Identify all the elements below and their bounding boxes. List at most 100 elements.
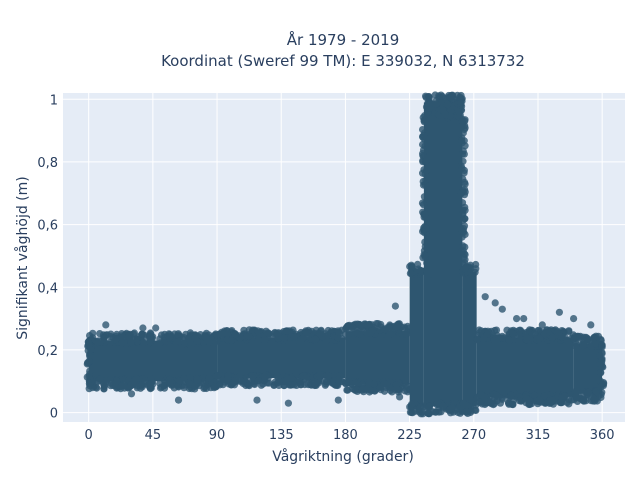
data-point xyxy=(201,383,209,391)
data-point xyxy=(423,259,431,267)
data-point xyxy=(424,409,432,417)
data-point xyxy=(347,380,355,388)
data-point xyxy=(408,400,416,408)
y-tick-label: 0 xyxy=(50,407,58,422)
data-point xyxy=(343,386,351,394)
data-point xyxy=(216,330,224,338)
x-axis-ticks: 0 45 90 135 180 225 270 315 360 xyxy=(85,428,615,443)
chart-title-line-2: Koordinat (Sweref 99 TM): E 339032, N 63… xyxy=(161,52,525,70)
data-point xyxy=(408,263,416,272)
data-point xyxy=(490,337,498,345)
data-point xyxy=(565,328,573,336)
data-point xyxy=(491,396,499,404)
data-point xyxy=(596,383,605,392)
data-point xyxy=(531,330,539,338)
data-point xyxy=(461,265,469,273)
x-tick-label: 0 xyxy=(85,428,93,443)
data-point xyxy=(89,329,97,337)
data-point xyxy=(481,293,489,301)
data-point xyxy=(419,177,427,186)
data-point xyxy=(414,260,422,268)
data-point xyxy=(254,336,263,344)
data-point xyxy=(223,375,231,384)
data-point xyxy=(555,308,564,316)
data-point xyxy=(316,330,324,338)
data-point xyxy=(419,126,427,134)
y-axis-label: Signifikant våghöjd (m) xyxy=(14,176,31,339)
y-tick-label: 0,6 xyxy=(37,219,58,234)
data-point xyxy=(459,247,467,255)
data-point xyxy=(561,392,569,400)
data-point xyxy=(419,149,427,158)
data-point xyxy=(157,331,166,339)
data-point xyxy=(498,305,506,313)
data-point xyxy=(127,381,135,389)
data-point xyxy=(180,384,188,392)
data-point xyxy=(431,91,439,99)
data-point xyxy=(523,334,531,342)
data-point xyxy=(421,251,429,259)
data-point xyxy=(113,377,121,385)
data-point xyxy=(127,390,136,398)
data-point xyxy=(273,329,281,337)
data-point xyxy=(335,377,343,385)
data-point xyxy=(284,399,292,407)
data-point-cluster xyxy=(409,271,424,407)
data-point xyxy=(193,376,201,384)
data-point xyxy=(515,397,523,405)
data-point xyxy=(422,157,430,165)
data-point xyxy=(273,372,281,380)
chart-title-line-1: År 1979 - 2019 xyxy=(287,30,400,49)
data-point xyxy=(410,296,418,304)
data-point xyxy=(83,373,91,381)
data-point xyxy=(262,327,270,335)
data-point xyxy=(460,150,468,158)
data-point xyxy=(461,185,469,194)
data-point xyxy=(290,333,298,342)
data-point xyxy=(587,321,595,329)
data-point xyxy=(480,334,488,342)
data-point-cluster xyxy=(88,340,218,382)
data-point xyxy=(418,199,427,207)
data-point xyxy=(505,394,513,402)
x-tick-label: 180 xyxy=(333,428,358,443)
data-point xyxy=(536,334,544,342)
data-point xyxy=(324,372,332,380)
data-point xyxy=(584,388,592,396)
data-point xyxy=(580,337,588,345)
data-point xyxy=(302,374,310,382)
data-point xyxy=(216,381,224,389)
data-point xyxy=(477,391,485,399)
data-point xyxy=(484,327,492,335)
data-point xyxy=(191,334,199,342)
data-point xyxy=(455,108,463,117)
data-point xyxy=(459,216,467,224)
data-point xyxy=(152,324,160,332)
data-point xyxy=(476,398,484,406)
data-point xyxy=(86,367,94,375)
x-tick-label: 90 xyxy=(209,428,226,443)
data-point xyxy=(416,266,424,274)
data-point xyxy=(380,380,388,388)
data-point xyxy=(363,321,371,329)
data-point xyxy=(94,338,102,346)
data-point xyxy=(421,238,429,246)
data-point-cluster xyxy=(573,343,603,394)
data-point xyxy=(254,377,263,385)
data-point xyxy=(94,378,102,386)
data-point xyxy=(548,396,557,405)
data-point xyxy=(472,260,480,269)
data-point xyxy=(83,360,91,368)
data-point xyxy=(280,381,288,389)
data-point xyxy=(176,377,184,385)
y-tick-label: 0,8 xyxy=(37,156,58,171)
data-point xyxy=(461,256,469,264)
data-point xyxy=(580,396,588,405)
data-point xyxy=(101,382,109,390)
data-point xyxy=(392,381,401,389)
data-point xyxy=(457,99,465,107)
data-point xyxy=(342,330,350,338)
data-point xyxy=(459,175,467,183)
data-point xyxy=(507,327,515,335)
